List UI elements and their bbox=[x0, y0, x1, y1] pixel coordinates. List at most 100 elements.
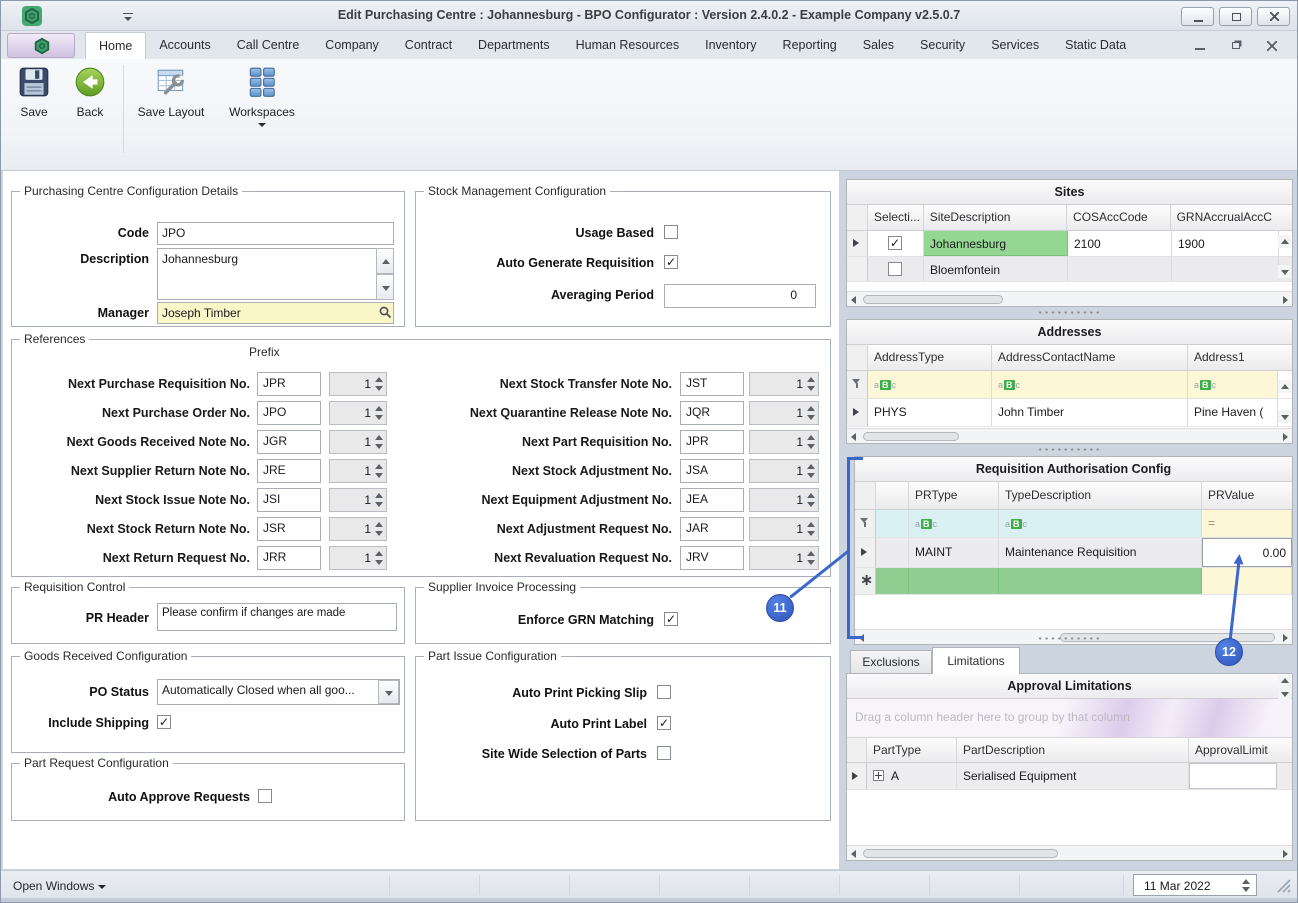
tab-company[interactable]: Company bbox=[325, 38, 379, 52]
tab-limitations[interactable]: Limitations bbox=[932, 647, 1020, 674]
mdi-close-button[interactable] bbox=[1265, 39, 1281, 53]
maximize-button[interactable] bbox=[1219, 7, 1252, 26]
ref-number-spinner[interactable]: 1 bbox=[749, 488, 819, 512]
site-description-cell[interactable]: Bloemfontein bbox=[924, 257, 1068, 281]
auto-print-picking-slip-checkbox[interactable] bbox=[657, 685, 671, 699]
addresses-scroll-up-button[interactable] bbox=[1278, 380, 1291, 393]
tab-security[interactable]: Security bbox=[920, 38, 966, 52]
splitter-handle[interactable] bbox=[1037, 310, 1101, 315]
ref-number-spinner[interactable]: 1 bbox=[749, 459, 819, 483]
address-contact-cell[interactable]: John Timber bbox=[992, 399, 1188, 426]
approvallimit-cell[interactable] bbox=[1189, 763, 1277, 789]
partdescription-cell[interactable]: Serialised Equipment bbox=[957, 763, 1189, 789]
auto-approve-requests-checkbox[interactable] bbox=[258, 789, 272, 803]
ref-prefix-input[interactable]: JGR bbox=[257, 430, 321, 454]
date-spinner-up-icon[interactable] bbox=[1242, 879, 1250, 884]
manager-lookup-icon[interactable] bbox=[378, 305, 392, 319]
new-row-cell[interactable] bbox=[1202, 568, 1292, 594]
resize-grip-icon[interactable] bbox=[1277, 879, 1291, 893]
open-windows-dropdown-icon[interactable] bbox=[98, 885, 106, 889]
ref-number-spinner[interactable]: 1 bbox=[749, 372, 819, 396]
site-description-cell[interactable]: Johannesburg bbox=[924, 231, 1068, 256]
sites-row-bloemfontein[interactable]: Bloemfontein bbox=[847, 257, 1292, 282]
parttype-cell[interactable]: A bbox=[867, 763, 957, 789]
ref-prefix-input[interactable]: JSR bbox=[257, 517, 321, 541]
ref-number-spinner[interactable]: 1 bbox=[329, 517, 387, 541]
sites-col-cosacccode[interactable]: COSAccCode bbox=[1067, 205, 1171, 230]
sites-col-sitedescription[interactable]: SiteDescription bbox=[924, 205, 1068, 230]
site-cos-cell[interactable]: 2100 bbox=[1068, 231, 1172, 256]
site-grn-cell[interactable] bbox=[1172, 257, 1279, 281]
addresses-horizontal-scrollbar[interactable] bbox=[847, 428, 1292, 443]
group-by-bar[interactable]: Drag a column header here to group by th… bbox=[847, 699, 1292, 738]
ref-number-spinner[interactable]: 1 bbox=[749, 401, 819, 425]
scroll-left-icon[interactable] bbox=[851, 433, 856, 441]
addresses-col-contact[interactable]: AddressContactName bbox=[992, 345, 1188, 370]
new-row-cell[interactable] bbox=[876, 568, 909, 594]
scroll-right-icon[interactable] bbox=[1283, 296, 1288, 304]
quick-access-dropdown-icon[interactable] bbox=[123, 13, 133, 21]
ref-number-spinner[interactable]: 1 bbox=[329, 401, 387, 425]
ref-prefix-input[interactable]: JEA bbox=[680, 488, 744, 512]
req-auth-new-row[interactable]: ∗ bbox=[855, 568, 1292, 595]
scrollbar-thumb[interactable] bbox=[863, 432, 959, 441]
ref-prefix-input[interactable]: JPR bbox=[680, 430, 744, 454]
limitations-row-a[interactable]: A Serialised Equipment bbox=[847, 675, 1292, 790]
save-button[interactable]: Save bbox=[9, 65, 59, 119]
prtype-cell[interactable]: MAINT bbox=[909, 538, 999, 567]
site-selected-cell[interactable] bbox=[868, 257, 924, 281]
limitations-col-approvallimit[interactable]: ApprovalLimit bbox=[1195, 743, 1268, 757]
ref-prefix-input[interactable]: JRR bbox=[257, 546, 321, 570]
tab-static-data[interactable]: Static Data bbox=[1065, 38, 1127, 52]
averaging-period-input[interactable]: 0 bbox=[664, 284, 816, 308]
manager-input[interactable]: Joseph Timber bbox=[157, 302, 394, 324]
minimize-button[interactable] bbox=[1181, 7, 1214, 26]
tab-inventory[interactable]: Inventory bbox=[705, 38, 757, 52]
addresses-col-address1[interactable]: Address1 bbox=[1194, 350, 1245, 364]
addresses-col-type[interactable]: AddressType bbox=[868, 345, 992, 370]
tab-services[interactable]: Services bbox=[991, 38, 1040, 52]
tab-contract[interactable]: Contract bbox=[404, 38, 453, 52]
tab-accounts[interactable]: Accounts bbox=[159, 38, 211, 52]
ref-prefix-input[interactable]: JRV bbox=[680, 546, 744, 570]
limitations-scroll-up-button[interactable] bbox=[1278, 675, 1291, 687]
splitter-handle[interactable] bbox=[1037, 447, 1101, 452]
ref-number-spinner[interactable]: 1 bbox=[329, 459, 387, 483]
scroll-left-icon[interactable] bbox=[851, 850, 856, 858]
auto-print-label-checkbox[interactable]: ✓ bbox=[657, 716, 671, 730]
ref-number-spinner[interactable]: 1 bbox=[749, 430, 819, 454]
filter-cell[interactable] bbox=[876, 510, 909, 537]
date-field[interactable]: 11 Mar 2022 bbox=[1133, 874, 1257, 896]
tab-reporting[interactable]: Reporting bbox=[782, 38, 837, 52]
sites-col-selection[interactable]: Selecti... bbox=[868, 205, 924, 230]
auto-generate-requisition-checkbox[interactable]: ✓ bbox=[664, 255, 678, 269]
sites-horizontal-scrollbar[interactable] bbox=[847, 291, 1292, 306]
site-selected-cell[interactable]: ✓ bbox=[868, 231, 924, 256]
addresses-row-phys[interactable]: PHYS John Timber Pine Haven ( bbox=[847, 399, 1292, 427]
expand-row-icon[interactable] bbox=[873, 770, 884, 781]
ref-number-spinner[interactable]: 1 bbox=[329, 430, 387, 454]
limitations-horizontal-scrollbar[interactable] bbox=[847, 845, 1292, 860]
description-scroll-down-button[interactable] bbox=[376, 274, 394, 300]
filter-cell-prvalue[interactable]: = bbox=[1202, 510, 1292, 537]
tab-home[interactable]: Home bbox=[85, 32, 147, 59]
ref-number-spinner[interactable]: 1 bbox=[329, 546, 387, 570]
address-type-cell[interactable]: PHYS bbox=[868, 399, 992, 426]
ref-number-spinner[interactable]: 1 bbox=[749, 546, 819, 570]
save-layout-button[interactable]: Save Layout bbox=[132, 65, 210, 119]
sites-scroll-down-button[interactable] bbox=[1278, 265, 1291, 278]
ref-number-spinner[interactable]: 1 bbox=[329, 488, 387, 512]
ref-prefix-input[interactable]: JSA bbox=[680, 459, 744, 483]
typedescription-cell[interactable]: Maintenance Requisition bbox=[999, 538, 1202, 567]
tab-exclusions[interactable]: Exclusions bbox=[850, 650, 932, 674]
ref-number-spinner[interactable]: 1 bbox=[749, 517, 819, 541]
tab-sales[interactable]: Sales bbox=[862, 38, 895, 52]
scroll-right-icon[interactable] bbox=[1283, 433, 1288, 441]
scroll-right-icon[interactable] bbox=[1283, 850, 1288, 858]
site-selected-checkbox[interactable] bbox=[888, 262, 902, 276]
tab-human-resources[interactable]: Human Resources bbox=[575, 38, 680, 52]
ref-prefix-input[interactable]: JPO bbox=[257, 401, 321, 425]
